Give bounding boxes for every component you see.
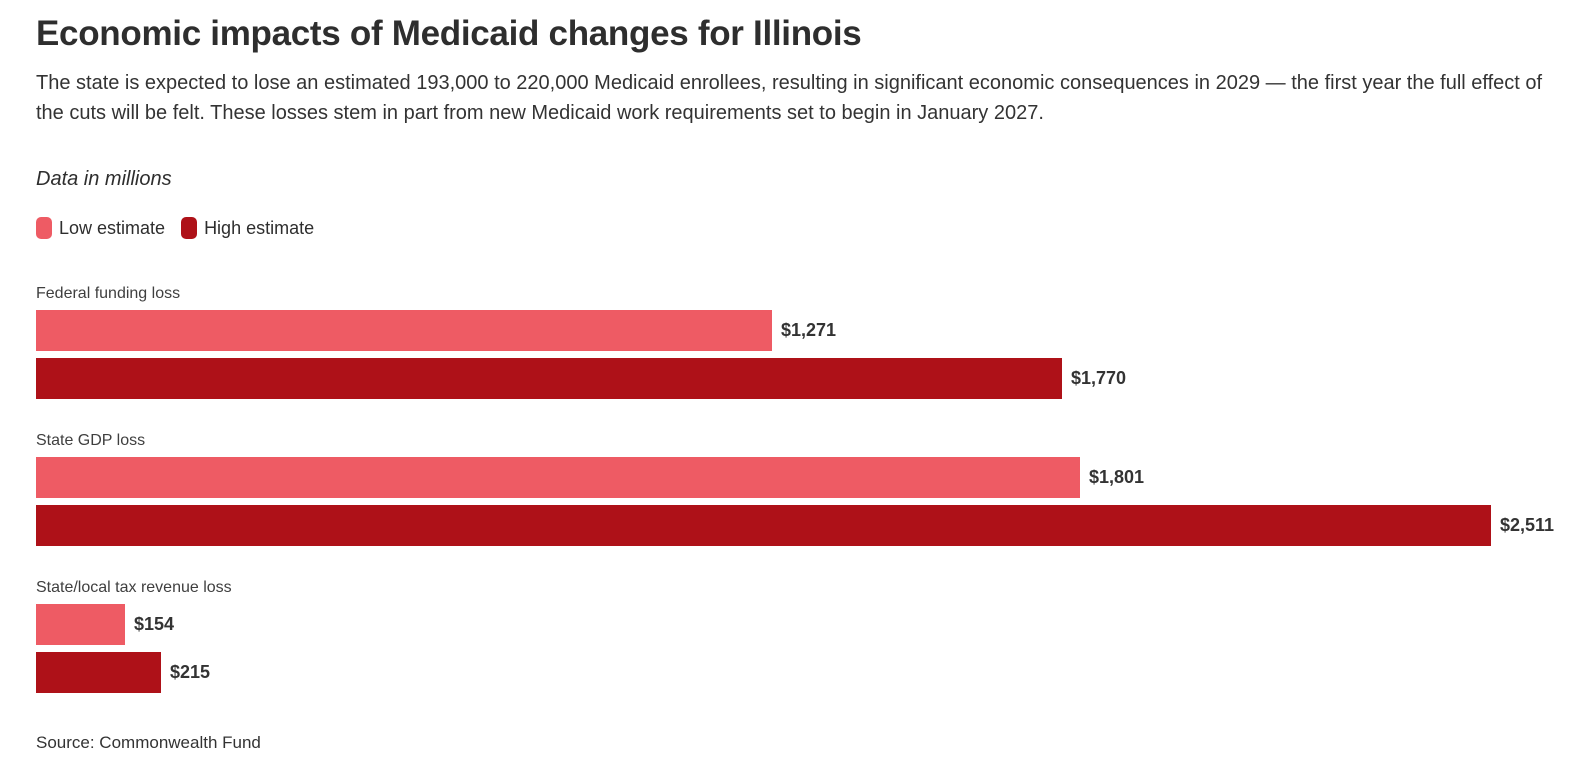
bar-value-label: $215 — [170, 662, 211, 682]
bar-row: $215 — [36, 652, 1554, 693]
category-label: State GDP loss — [36, 432, 146, 449]
bar-row: $1,271 — [36, 310, 1554, 351]
legend-label-low-estimate: Low estimate — [59, 217, 166, 238]
bar-value-label: $1,801 — [1089, 467, 1145, 487]
bar-low-estimate — [36, 457, 1080, 498]
bar-row: $1,801 — [36, 457, 1554, 498]
source-note: Source: Commonwealth Fund — [36, 733, 261, 752]
bar-low-estimate — [36, 310, 772, 351]
bar-high-estimate — [36, 652, 161, 693]
bar-value-label: $1,770 — [1071, 368, 1127, 388]
bar-value-label: $154 — [134, 614, 175, 634]
chart-title: Economic impacts of Medicaid changes for… — [36, 14, 862, 53]
chart-group: State/local tax revenue loss $154 $215 — [36, 579, 1554, 693]
bar-row: $154 — [36, 604, 1554, 645]
bar-low-estimate — [36, 604, 125, 645]
chart-subtitle: The state is expected to lose an estimat… — [36, 72, 1543, 124]
bar-row: $1,770 — [36, 358, 1554, 399]
legend: Low estimate High estimate — [36, 217, 1554, 239]
chart-group: State GDP loss $1,801 $2,511 — [36, 432, 1554, 546]
legend-item-low-estimate: Low estimate — [36, 217, 165, 239]
legend-label-high-estimate: High estimate — [204, 217, 315, 238]
bar-chart: Federal funding loss $1,271 $1,770 State GD… — [36, 285, 1554, 693]
category-label: State/local tax revenue loss — [36, 579, 232, 596]
bar-value-label: $2,511 — [1500, 515, 1555, 535]
bar-high-estimate — [36, 358, 1062, 399]
category-label: Federal funding loss — [36, 285, 181, 302]
bar-high-estimate — [36, 505, 1491, 546]
legend-item-high-estimate: High estimate — [181, 217, 314, 239]
chart-group: Federal funding loss $1,271 $1,770 — [36, 285, 1554, 399]
legend-swatch-high-estimate — [181, 217, 198, 239]
bar-value-label: $1,271 — [781, 320, 837, 340]
legend-swatch-low-estimate — [36, 217, 52, 239]
units-note: Data in millions — [36, 168, 172, 190]
bar-row: $2,511 — [36, 505, 1554, 546]
